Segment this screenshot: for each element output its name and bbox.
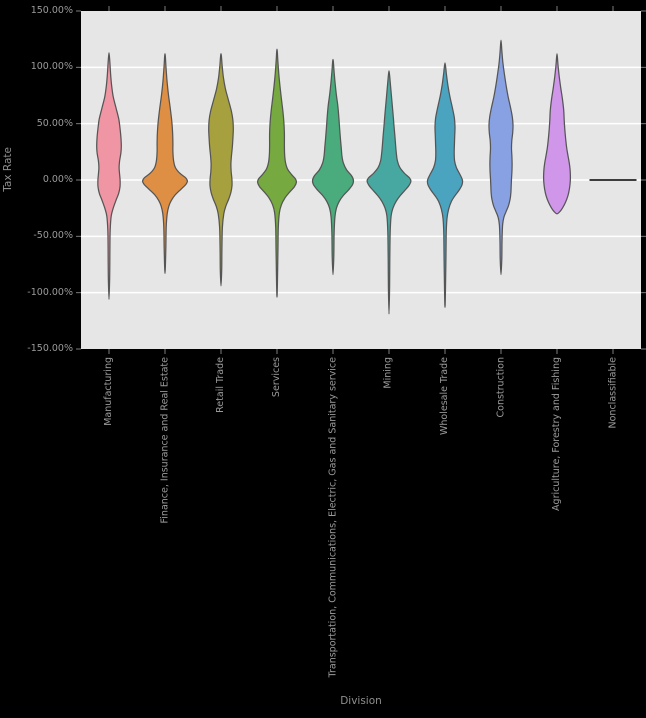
x-tick-label-finance-insurance-and-real-estate: Finance, Insurance and Real Estate bbox=[159, 357, 170, 524]
violin-finance-insurance-and-real-estate bbox=[141, 53, 189, 275]
y-axis-label: Tax Rate bbox=[2, 147, 14, 192]
y-tick-label: 100.00% bbox=[30, 61, 73, 73]
violin-transportation-communications-electric-gas-and-sanitary-service bbox=[311, 58, 355, 276]
x-axis-label: Division bbox=[340, 695, 382, 707]
violin-manufacturing bbox=[96, 52, 122, 301]
violin-retail-trade bbox=[208, 53, 234, 287]
y-tick-label: 150.00% bbox=[30, 5, 73, 16]
x-tick-label-services: Services bbox=[271, 357, 282, 398]
violin-services bbox=[256, 48, 298, 298]
x-tick-label-nonclassifiable: Nonclassifiable bbox=[607, 357, 618, 429]
violin-construction bbox=[488, 39, 514, 276]
x-tick-label-construction: Construction bbox=[495, 357, 506, 418]
y-tick-label: -100.00% bbox=[27, 286, 73, 298]
violin-mining bbox=[366, 70, 412, 315]
x-tick-label-retail-trade: Retail Trade bbox=[215, 357, 226, 413]
x-tick-label-wholesale-trade: Wholesale Trade bbox=[439, 357, 450, 435]
x-tick-label-agriculture-forestry-and-fishing: Agriculture, Forestry and Fishing bbox=[551, 357, 562, 511]
x-tick-label-manufacturing: Manufacturing bbox=[103, 357, 114, 426]
violin-wholesale-trade bbox=[426, 62, 464, 308]
y-tick-label: -50.00% bbox=[33, 230, 73, 242]
x-tick-label-transportation-communications-electric-gas-and-sanitary-service: Transportation, Communications, Electric… bbox=[327, 357, 338, 678]
y-tick-label: -150.00% bbox=[27, 343, 73, 354]
x-tick-label-mining: Mining bbox=[383, 357, 394, 389]
violin-agriculture-forestry-and-fishing bbox=[542, 53, 572, 215]
y-tick-label: 0.00% bbox=[42, 174, 73, 185]
y-tick-label: 50.00% bbox=[36, 117, 73, 129]
